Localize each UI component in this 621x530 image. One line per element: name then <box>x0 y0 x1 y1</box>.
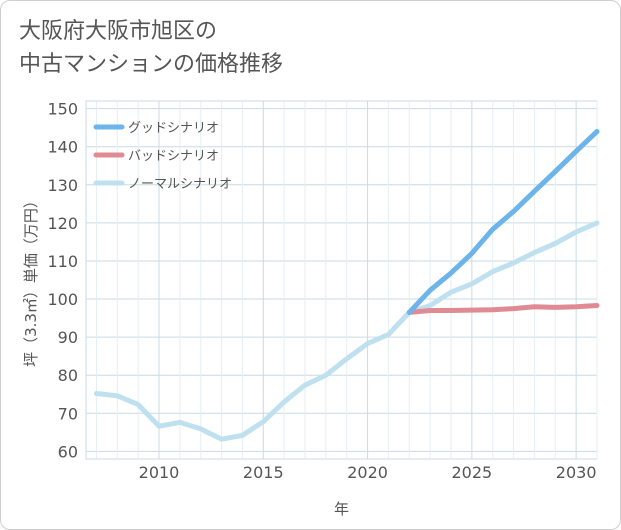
y-tick-label: 120 <box>47 214 78 233</box>
legend-label: ノーマルシナリオ <box>128 177 232 192</box>
legend-label: グッドシナリオ <box>128 121 219 136</box>
y-axis-ticks: 60 70 80 90 100 110 120 130 140 150 <box>47 100 78 462</box>
y-tick-label: 70 <box>58 404 78 423</box>
y-tick-label: 60 <box>58 442 78 461</box>
x-axis-ticks: 2010 2015 2020 2025 2030 <box>139 463 597 482</box>
series-line-2 <box>406 303 600 315</box>
y-axis-label: 坪（3.3㎡）単価（万円） <box>22 193 40 367</box>
series-line-1 <box>406 129 600 315</box>
x-tick-label: 2015 <box>243 463 284 482</box>
x-tick-label: 2020 <box>347 463 388 482</box>
y-tick-label: 130 <box>47 176 78 195</box>
chart-title-line-1: 大阪府大阪市旭区の <box>19 19 218 44</box>
x-tick-label: 2025 <box>451 463 492 482</box>
series-line-3 <box>93 220 600 442</box>
chart-series <box>93 129 600 442</box>
y-tick-label: 90 <box>58 328 78 347</box>
legend-label: バッドシナリオ <box>128 149 219 164</box>
chart-title: 大阪府大阪市旭区の 中古マンションの価格推移 <box>19 15 283 81</box>
y-tick-label: 100 <box>47 290 78 309</box>
y-tick-label: 140 <box>47 138 78 157</box>
y-tick-label: 80 <box>58 366 78 385</box>
y-tick-label: 150 <box>47 100 78 119</box>
chart-title-line-2: 中古マンションの価格推移 <box>19 52 284 77</box>
x-tick-label: 2030 <box>556 463 597 482</box>
x-tick-label: 2010 <box>139 463 180 482</box>
x-axis-label: 年 <box>334 500 349 518</box>
y-tick-label: 110 <box>47 252 78 271</box>
